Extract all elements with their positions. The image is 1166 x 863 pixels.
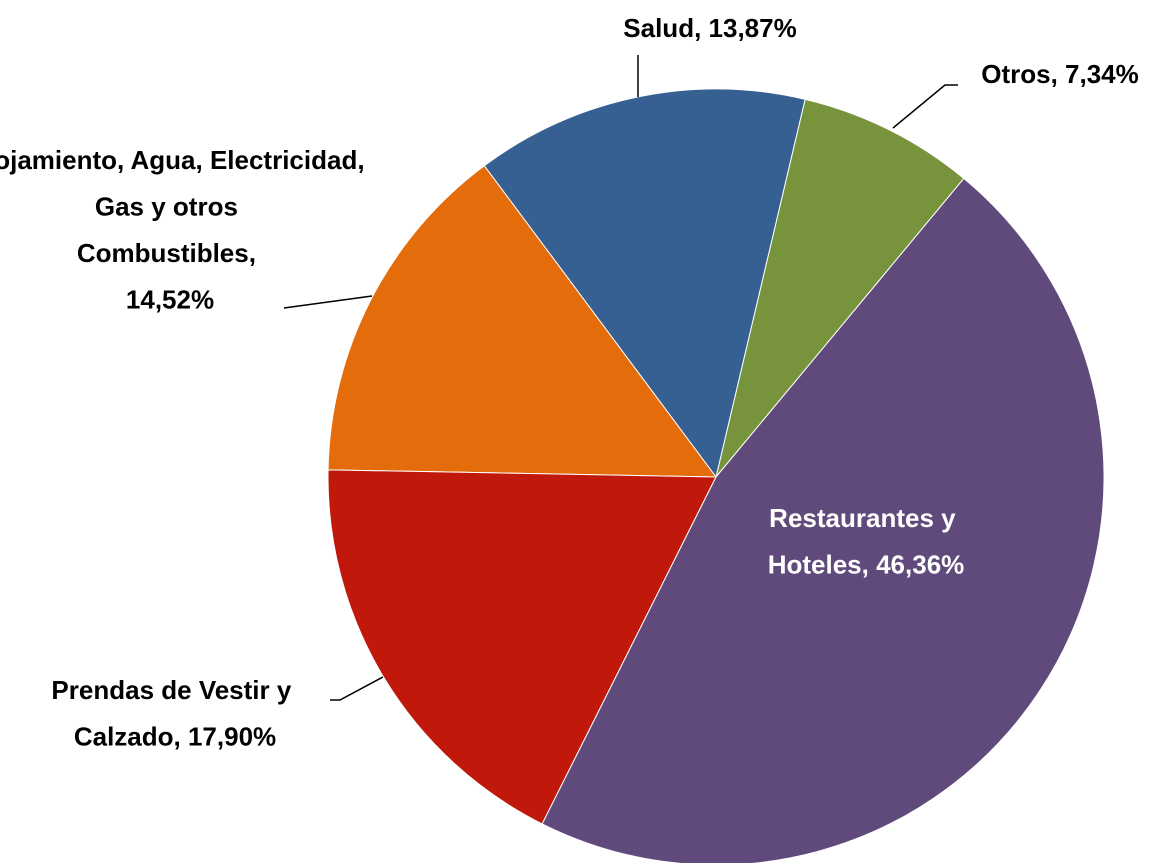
pie-slice <box>715 98 965 478</box>
pie-slice <box>541 177 1105 863</box>
leader-line <box>283 295 373 309</box>
data-label: Alojamiento, Agua, Electricidad, Gas y o… <box>0 145 372 315</box>
pie-slice <box>483 88 806 479</box>
data-label: Prendas de Vestir y Calzado, 17,90% <box>51 675 298 752</box>
leader-line <box>892 84 958 129</box>
leader-line <box>330 676 384 701</box>
data-label: Restaurantes y Hoteles, 46,36% <box>768 503 965 580</box>
data-label: Otros, 7,34% <box>981 59 1139 89</box>
pie-slice <box>327 469 717 825</box>
data-label: Salud, 13,87% <box>623 13 796 43</box>
pie-slice <box>327 165 718 478</box>
